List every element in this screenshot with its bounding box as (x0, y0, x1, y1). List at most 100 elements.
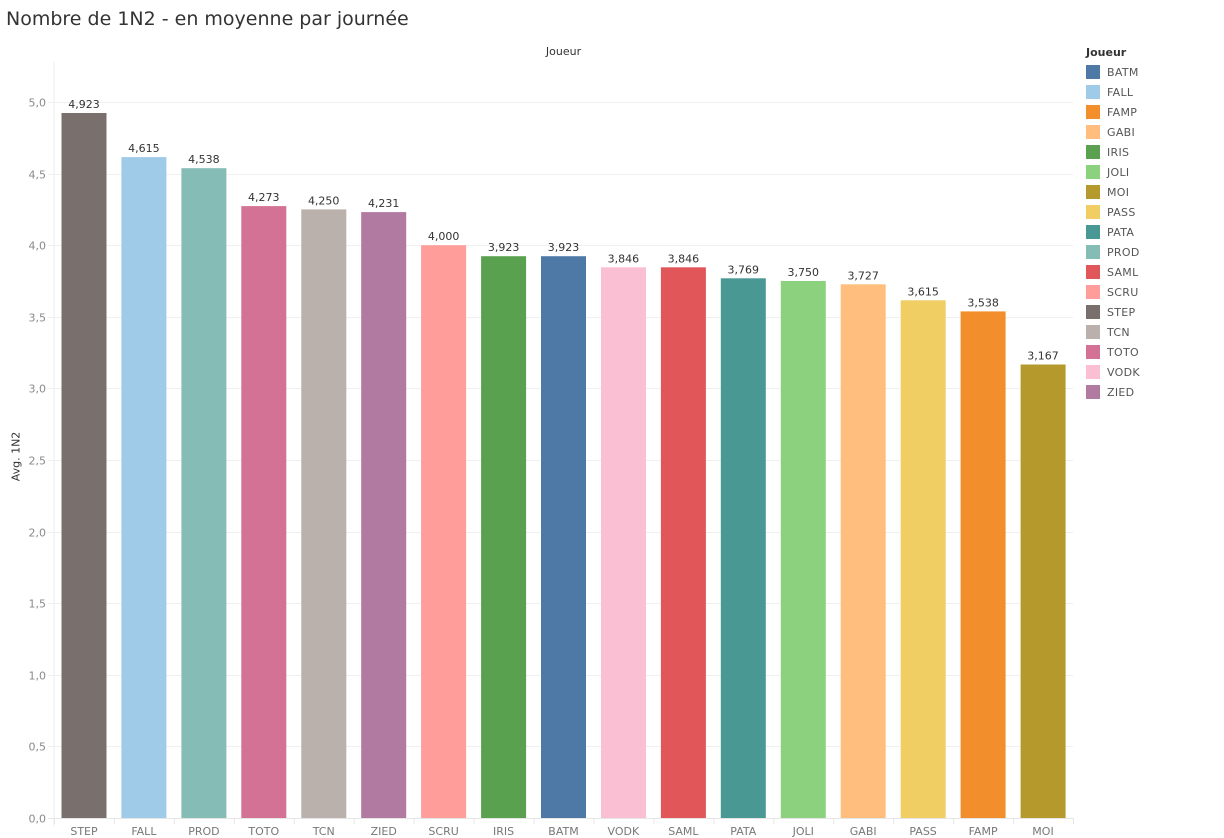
legend-item[interactable]: PATA (1086, 222, 1218, 242)
x-tick-label: PATA (730, 825, 756, 838)
legend-item[interactable]: PROD (1086, 242, 1218, 262)
legend-item[interactable]: BATM (1086, 62, 1218, 82)
data-label: 3,750 (788, 266, 820, 279)
y-tick-label: 4,0 (29, 240, 47, 253)
bar[interactable] (720, 278, 766, 818)
x-tick-label: ZIED (371, 825, 397, 838)
legend-swatch (1086, 325, 1100, 339)
bar[interactable] (301, 209, 347, 818)
legend-label: JOLI (1107, 165, 1130, 179)
data-label: 3,538 (967, 296, 999, 309)
legend-item[interactable]: FALL (1086, 82, 1218, 102)
legend-label: PASS (1107, 205, 1136, 219)
bar[interactable] (61, 113, 107, 818)
data-label: 4,538 (188, 153, 220, 166)
legend-label: PATA (1107, 225, 1135, 239)
x-tick-label: PASS (909, 825, 936, 838)
bar[interactable] (660, 267, 706, 818)
y-tick-label: 3,0 (29, 383, 47, 396)
bar[interactable] (1020, 364, 1066, 819)
x-tick-label: PROD (188, 825, 219, 838)
legend-swatch (1086, 165, 1100, 179)
y-tick-label: 0,0 (29, 813, 47, 826)
bar[interactable] (541, 256, 586, 818)
data-label: 3,846 (668, 252, 700, 265)
legend-swatch (1086, 225, 1100, 239)
data-label: 3,727 (847, 269, 879, 282)
data-label: 3,615 (907, 285, 939, 298)
bar[interactable] (481, 256, 527, 818)
y-tick-label: 4,5 (29, 169, 47, 182)
bar[interactable] (121, 157, 167, 819)
legend-swatch (1086, 65, 1100, 79)
legend-item[interactable]: TOTO (1086, 342, 1218, 362)
legend-swatch (1086, 285, 1100, 299)
y-tick-label: 3,5 (29, 312, 47, 325)
data-label: 3,923 (548, 241, 580, 254)
x-tick-label: VODK (608, 825, 640, 838)
legend-item[interactable]: JOLI (1086, 162, 1218, 182)
data-label: 3,846 (608, 252, 640, 265)
legend-item[interactable]: FAMP (1086, 102, 1218, 122)
bar[interactable] (421, 245, 467, 818)
legend-swatch (1086, 105, 1100, 119)
data-label: 4,231 (368, 197, 400, 210)
legend-item[interactable]: MOI (1086, 182, 1218, 202)
legend-swatch (1086, 205, 1100, 219)
legend-item[interactable]: SCRU (1086, 282, 1218, 302)
legend-swatch (1086, 145, 1100, 159)
legend-label: ZIED (1107, 385, 1135, 399)
legend-title: Joueur (1086, 46, 1127, 59)
x-axis-ticks: STEP FALL PROD TOTO TCN ZIED SCRU IRIS BATM VODK S… (54, 818, 1074, 838)
bar[interactable] (840, 284, 886, 818)
x-tick-label: BATM (548, 825, 578, 838)
legend-swatch (1086, 305, 1100, 319)
legend-label: IRIS (1107, 145, 1130, 159)
bars: 4,923 4,615 4,538 4,273 4,250 4,231 4,000 3,923… (61, 98, 1066, 819)
column-header: Joueur (545, 45, 582, 58)
data-label: 4,273 (248, 191, 280, 204)
legend-swatch (1086, 185, 1100, 199)
legend-item[interactable]: PASS (1086, 202, 1218, 222)
x-tick-label: STEP (70, 825, 98, 838)
chart-title: Nombre de 1N2 - en moyenne par journée (6, 8, 409, 30)
legend-item[interactable]: STEP (1086, 302, 1218, 322)
bar[interactable] (361, 212, 407, 819)
legend-item[interactable]: VODK (1086, 362, 1218, 382)
data-label: 4,615 (128, 142, 160, 155)
y-tick-label: 2,0 (29, 527, 47, 540)
y-tick-label: 2,5 (29, 455, 47, 468)
bar[interactable] (241, 206, 287, 819)
legend: Joueur BATM FALL FAMP GABI IRIS JOLI MOI PASS PA… (1086, 46, 1218, 402)
legend-label: TCN (1107, 325, 1130, 339)
legend-label: VODK (1107, 365, 1140, 379)
bar[interactable] (181, 168, 227, 818)
y-tick-label: 5,0 (29, 97, 47, 110)
legend-swatch (1086, 85, 1100, 99)
legend-item[interactable]: ZIED (1086, 382, 1218, 402)
x-tick-label: FALL (131, 825, 157, 838)
x-tick-label: FAMP (969, 825, 998, 838)
legend-item[interactable]: SAML (1086, 262, 1218, 282)
bar[interactable] (780, 281, 826, 818)
legend-swatch (1086, 385, 1100, 399)
data-label: 3,769 (728, 263, 760, 276)
bar[interactable] (960, 311, 1006, 818)
y-axis-ticks: 0,0 0,5 1,0 1,5 2,0 2,5 3,0 3,5 4,0 4,5 5,0 (29, 97, 47, 826)
legend-item[interactable]: GABI (1086, 122, 1218, 142)
x-tick-label: SCRU (428, 825, 458, 838)
legend-item[interactable]: IRIS (1086, 142, 1218, 162)
bar[interactable] (900, 300, 946, 818)
legend-swatch (1086, 245, 1100, 259)
legend-label: BATM (1107, 65, 1139, 79)
bar[interactable] (601, 267, 646, 818)
x-tick-label: MOI (1032, 825, 1053, 838)
x-tick-label: TOTO (247, 825, 279, 838)
data-label: 4,250 (308, 194, 340, 207)
legend-label: MOI (1107, 185, 1130, 199)
legend-label: FAMP (1107, 105, 1138, 119)
legend-item[interactable]: TCN (1086, 322, 1218, 342)
legend-label: GABI (1107, 125, 1136, 139)
legend-swatch (1086, 365, 1100, 379)
legend-swatch (1086, 265, 1100, 279)
